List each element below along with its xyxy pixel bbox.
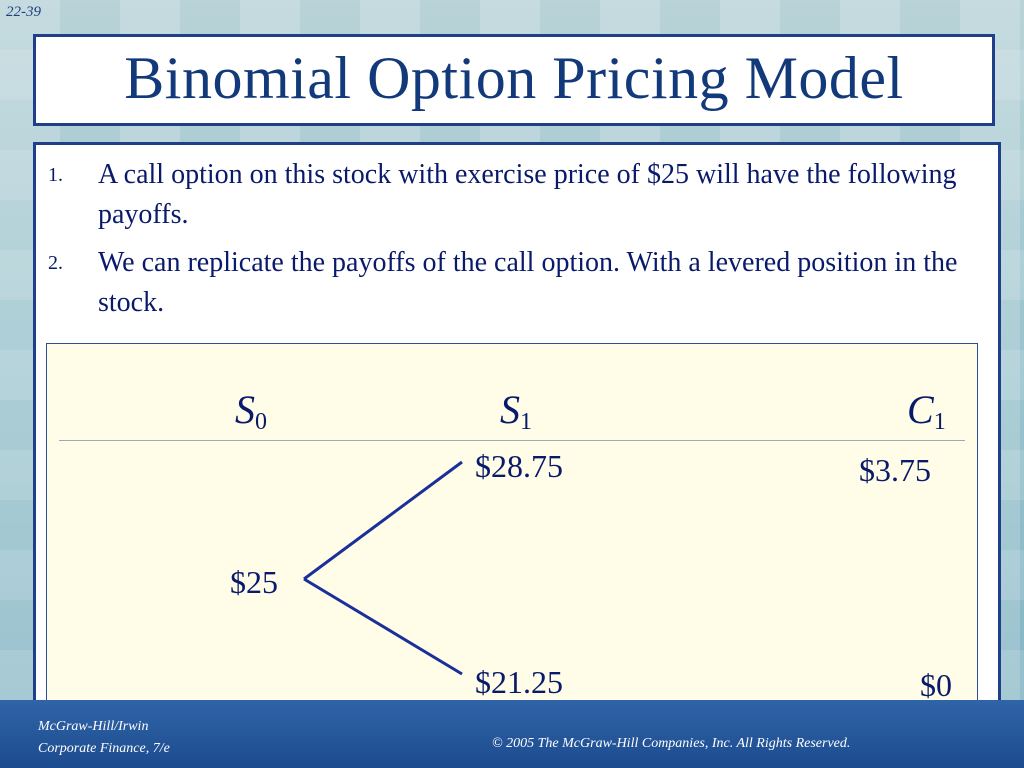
content-box: 1. A call option on this stock with exer… [33,142,1001,708]
footer-publisher: McGraw-Hill/Irwin Corporate Finance, 7/e [38,716,170,760]
footer-band [0,700,1024,768]
tree-branch-up [303,460,463,581]
header-c1: C1 [907,387,946,435]
header-divider [59,440,965,441]
bullet-text: We can replicate the payoffs of the call… [98,247,958,318]
s1-up-value: $28.75 [475,448,563,484]
footer-copyright: © 2005 The McGraw-Hill Companies, Inc. A… [492,736,851,751]
title-box: Binomial Option Pricing Model [33,34,995,126]
footer-publisher-line1: McGraw-Hill/Irwin [38,719,149,734]
bullet-number: 2. [48,252,63,274]
footer-publisher-line2: Corporate Finance, 7/e [38,741,170,756]
bullet-list: 1. A call option on this stock with exer… [48,155,968,331]
s0-value: $25 [230,564,278,600]
binomial-tree-panel: S0 S1 C1 $25 $28.75 $21.25 $3.75 $0 [46,343,978,703]
c1-down-value: $0 [920,667,952,703]
tree-lines [303,460,463,676]
slide-title: Binomial Option Pricing Model [124,44,904,111]
s1-down-value: $21.25 [475,664,563,700]
tree-branch-down [303,577,463,676]
c1-up-value: $3.75 [859,452,931,488]
bullet-number: 1. [48,164,63,186]
bullet-item: 1. A call option on this stock with exer… [48,155,968,235]
header-s0: S0 [235,387,267,435]
header-s1: S1 [500,387,532,435]
bullet-text: A call option on this stock with exercis… [98,159,957,230]
bullet-item: 2. We can replicate the payoffs of the c… [48,243,968,323]
slide-number: 22-39 [6,4,41,20]
